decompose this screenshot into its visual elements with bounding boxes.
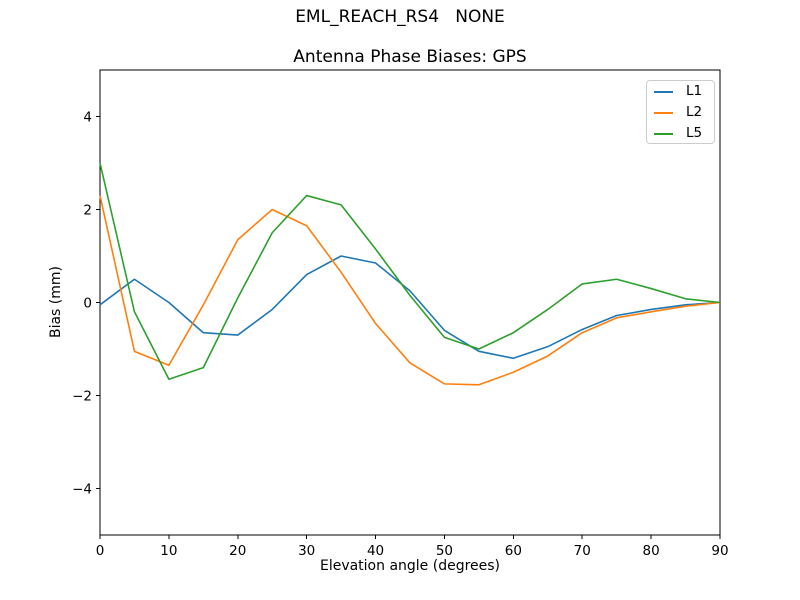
y-tick-label-0: 0 [83,296,92,312]
x-tick-label-90: 90 [711,543,728,559]
y-tick-label--4: −4 [72,482,92,498]
y-tick-label--2: −2 [72,389,92,405]
x-axis-label: Elevation angle (degrees) [319,558,501,574]
x-tick-label-50: 50 [436,543,453,559]
legend-label-L1: L1 [686,82,703,99]
legend-line-sample-L5 [654,132,673,135]
legend-label-L5: L5 [686,124,703,141]
x-tick-label-80: 80 [643,543,660,559]
figure-title: EML_REACH_RS4 NONE [295,7,505,27]
legend-line-sample-L2 [654,111,673,114]
legend-line-sample-L1 [654,90,673,93]
y-tick-label-2: 2 [83,203,92,219]
series-line-L5 [99,162,721,381]
x-tick-label-30: 30 [298,543,315,559]
x-tick-label-20: 20 [229,543,246,559]
x-tick-label-40: 40 [367,543,384,559]
legend-item-L2: L2 [647,102,714,123]
legend-item-L5: L5 [647,123,714,144]
y-axis-label: Bias (mm) [48,265,64,339]
series-line-L2 [99,195,721,386]
legend-label-L2: L2 [686,103,703,120]
axes-frame [99,69,721,536]
x-tick-label-0: 0 [96,543,105,559]
series-line-L1 [99,255,721,360]
x-tick-label-60: 60 [505,543,522,559]
y-tick-label-4: 4 [83,110,92,126]
x-tick-label-10: 10 [160,543,177,559]
x-tick-label-70: 70 [574,543,591,559]
legend: L1 L2 L5 [646,80,715,144]
chart-title: Antenna Phase Biases: GPS [293,47,527,67]
legend-item-L1: L1 [647,81,714,102]
